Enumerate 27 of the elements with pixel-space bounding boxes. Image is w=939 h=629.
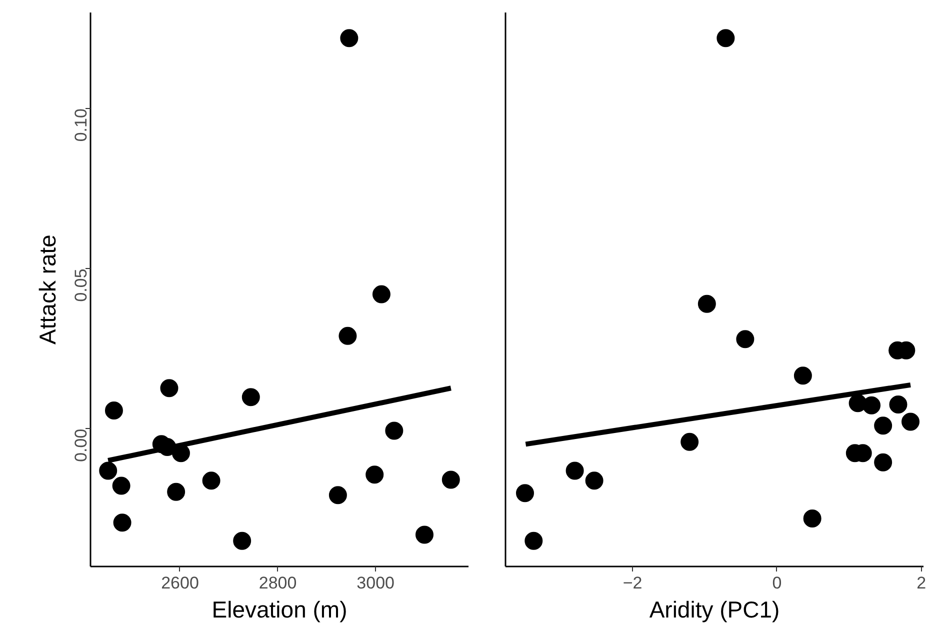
y-tick-label: 0.10 xyxy=(72,108,90,142)
y-tick-label: 0.00 xyxy=(72,428,90,462)
x-tick-label: 0 xyxy=(772,574,782,592)
point xyxy=(889,395,908,414)
point xyxy=(566,462,584,480)
point xyxy=(736,330,754,348)
x-tick-label: 2800 xyxy=(258,574,297,592)
x-axis-title: Aridity (PC1) xyxy=(649,596,780,622)
x-axis-title: Elevation (m) xyxy=(212,596,348,622)
x-tick-label: −2 xyxy=(622,574,642,592)
x-tick-label: 2600 xyxy=(161,574,199,592)
point xyxy=(902,412,920,431)
point xyxy=(874,453,892,472)
point xyxy=(794,366,812,385)
x-tick-label: 3000 xyxy=(356,574,395,592)
y-tick-label: 0.05 xyxy=(72,268,90,302)
point xyxy=(516,484,534,502)
point xyxy=(862,396,881,414)
point xyxy=(716,29,735,48)
point xyxy=(680,432,699,451)
point xyxy=(585,472,604,490)
point xyxy=(524,532,543,550)
point xyxy=(698,294,716,313)
y-axis-title: Attack rate xyxy=(34,234,60,344)
point xyxy=(874,416,892,435)
point xyxy=(803,509,822,528)
x-tick-label: 2 xyxy=(916,574,926,592)
